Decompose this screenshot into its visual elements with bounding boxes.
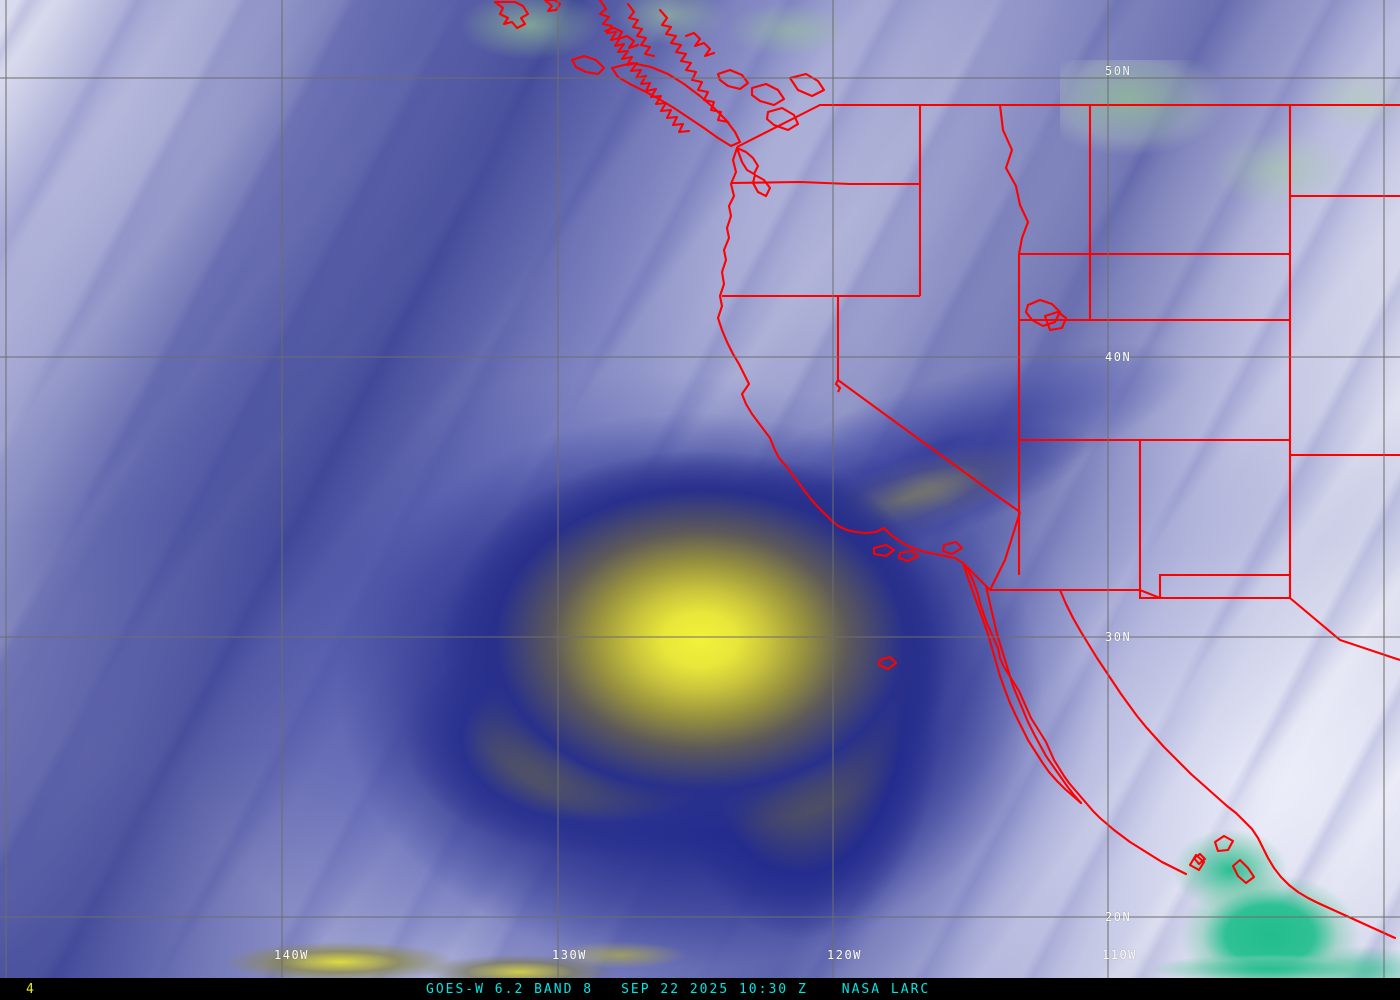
product-label: GOES-W 6.2 BAND 8 [426, 981, 594, 997]
land-overlay-isthmus [1150, 955, 1400, 978]
land-overlay-southwest-us [1060, 60, 1400, 390]
land-overlay-central-america [1150, 830, 1400, 978]
lon-label-120w: 120W [827, 948, 862, 962]
lon-label-140w: 140W [274, 948, 309, 962]
lon-label-110w: 110W [1102, 948, 1137, 962]
observation-time: SEP 22 2025 10:30 Z [621, 981, 808, 997]
data-source: NASA LARC [841, 981, 931, 997]
lat-label-20n: 20N [1105, 910, 1132, 924]
lat-label-40n: 40N [1105, 350, 1132, 364]
satellite-imagery-canvas: 50N 40N 30N 20N 140W 130W 120W 110W [0, 0, 1400, 978]
lat-label-30n: 30N [1105, 630, 1132, 644]
status-bar: 4 GOES-W 6.2 BAND 8 SEP 22 2025 10:30 Z … [0, 978, 1400, 1000]
lat-label-50n: 50N [1105, 64, 1132, 78]
lon-label-130w: 130W [552, 948, 587, 962]
political-boundaries-overlay [493, 0, 1400, 940]
frame-number: 4 [26, 981, 36, 997]
latlon-graticule [0, 0, 1400, 978]
